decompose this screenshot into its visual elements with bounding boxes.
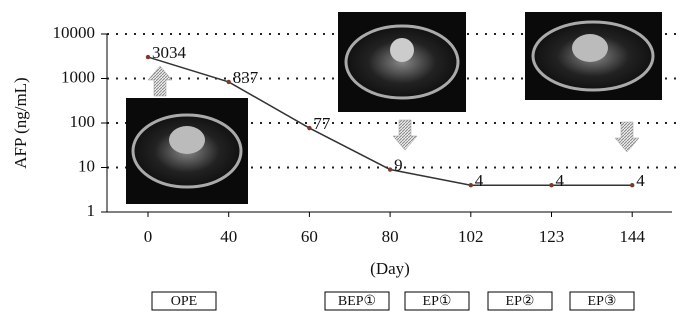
arrows bbox=[147, 65, 640, 153]
ct-images bbox=[126, 12, 662, 204]
x-tick-label: 123 bbox=[539, 227, 565, 246]
ct-image bbox=[338, 12, 466, 112]
point bbox=[549, 183, 554, 188]
y-tick-label: 100 bbox=[70, 112, 96, 131]
y-tick-label: 10000 bbox=[53, 23, 96, 42]
point bbox=[226, 79, 231, 85]
phase-box-border bbox=[404, 291, 470, 311]
y-tick-label: 1 bbox=[87, 201, 96, 220]
y-tick-label: 10 bbox=[78, 156, 95, 175]
phase-label: OPE bbox=[171, 294, 197, 309]
data-label: 4 bbox=[636, 171, 645, 190]
phase-box: EP③ bbox=[569, 291, 635, 311]
phase-box-border bbox=[487, 291, 553, 311]
phase-label: EP① bbox=[423, 294, 452, 309]
phase-box-border bbox=[151, 291, 217, 311]
y-tick-label: 1000 bbox=[61, 67, 95, 86]
phase-label: EP② bbox=[506, 294, 535, 309]
ct-image bbox=[525, 12, 662, 100]
x-tick-label: 40 bbox=[220, 227, 237, 246]
data-label: 3034 bbox=[152, 43, 187, 62]
point bbox=[387, 167, 393, 172]
phase-box-border bbox=[569, 291, 635, 311]
ct-image bbox=[126, 98, 248, 204]
data-label: 4 bbox=[556, 171, 565, 190]
x-tick-label: 80 bbox=[382, 227, 399, 246]
phase-box: EP① bbox=[404, 291, 470, 311]
x-tick-label: 60 bbox=[301, 227, 318, 246]
point bbox=[630, 183, 635, 188]
phase-box: BEP① bbox=[324, 291, 390, 311]
x-tick-label: 144 bbox=[619, 227, 645, 246]
data-label: 837 bbox=[233, 68, 259, 87]
point bbox=[307, 125, 312, 131]
phase-label: EP③ bbox=[588, 294, 617, 309]
phase-box: OPE bbox=[151, 291, 217, 311]
x-axis-title: (Day) bbox=[370, 259, 410, 278]
point bbox=[468, 183, 473, 188]
data-label: 4 bbox=[475, 171, 484, 190]
phase-box-border bbox=[324, 291, 390, 311]
point bbox=[145, 54, 151, 60]
phase-box: EP② bbox=[487, 291, 553, 311]
data-label: 77 bbox=[313, 114, 331, 133]
x-tick-label: 102 bbox=[458, 227, 484, 246]
x-tick-label: 0 bbox=[144, 227, 153, 246]
phase-label: BEP① bbox=[338, 294, 376, 309]
y-axis-title: AFP (ng/mL) bbox=[11, 77, 30, 168]
data-label: 9 bbox=[394, 155, 403, 174]
